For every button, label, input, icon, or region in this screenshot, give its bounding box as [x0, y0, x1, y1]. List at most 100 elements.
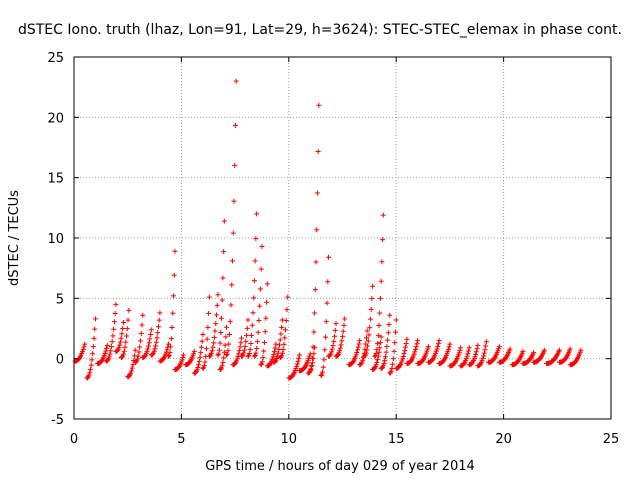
- data-point: [330, 343, 336, 349]
- data-point: [92, 316, 98, 322]
- data-point: [164, 347, 170, 353]
- data-point: [496, 344, 502, 350]
- data-point: [108, 348, 114, 354]
- data-point: [228, 302, 234, 308]
- data-point: [261, 340, 267, 346]
- data-point: [229, 282, 235, 288]
- data-point: [318, 373, 324, 379]
- data-point: [246, 350, 252, 356]
- data-arc: [230, 335, 245, 368]
- data-point: [120, 325, 126, 331]
- data-point: [86, 372, 92, 378]
- data-point: [274, 356, 280, 362]
- data-point: [445, 346, 451, 352]
- data-point: [360, 357, 366, 363]
- data-point: [138, 330, 144, 336]
- data-point: [364, 347, 370, 353]
- data-point: [221, 218, 227, 224]
- data-point: [199, 338, 205, 344]
- data-arc: [436, 341, 453, 366]
- y-tick-label: 25: [47, 51, 64, 66]
- data-point: [236, 348, 242, 354]
- data-point: [325, 279, 331, 285]
- data-point: [154, 335, 160, 341]
- data-point: [145, 346, 151, 352]
- data-point: [179, 357, 185, 363]
- data-point: [379, 259, 385, 265]
- y-tick-label: 20: [47, 111, 64, 126]
- data-point: [314, 190, 320, 196]
- data-point: [282, 327, 288, 333]
- data-point: [258, 362, 264, 368]
- data-point: [375, 341, 381, 347]
- data-point: [342, 316, 348, 322]
- data-point: [415, 338, 421, 344]
- data-point: [217, 340, 223, 346]
- data-arc: [140, 327, 154, 360]
- data-point: [196, 362, 202, 368]
- data-point: [142, 353, 148, 359]
- data-point: [111, 319, 117, 325]
- data-point: [457, 347, 463, 353]
- data-point: [279, 324, 285, 330]
- data-point: [456, 350, 462, 356]
- data-arc: [458, 345, 472, 369]
- data-point: [251, 353, 257, 359]
- data-point: [218, 365, 224, 371]
- data-point: [329, 346, 335, 352]
- data-point: [126, 307, 132, 313]
- data-point: [249, 322, 255, 328]
- data-point: [260, 354, 266, 360]
- grid: [74, 57, 611, 419]
- data-arc: [166, 248, 178, 359]
- y-axis-label: dSTEC / TECUs: [7, 190, 22, 286]
- data-point: [354, 350, 360, 356]
- data-point: [312, 287, 318, 293]
- data-point: [200, 365, 206, 371]
- data-point: [315, 149, 321, 155]
- x-tick-label: 0: [70, 432, 78, 447]
- data-point: [312, 310, 318, 316]
- data-point: [483, 339, 489, 345]
- data-point: [221, 349, 227, 355]
- y-tick-label: 0: [56, 353, 64, 368]
- data-arc: [215, 218, 227, 358]
- data-point: [214, 302, 220, 308]
- data-arc: [425, 338, 442, 365]
- data-point: [294, 361, 300, 367]
- data-point: [259, 361, 265, 367]
- data-point: [445, 349, 451, 355]
- data-point: [153, 343, 159, 349]
- data-point: [216, 351, 222, 357]
- data-point: [391, 348, 397, 354]
- data-arc: [264, 341, 279, 369]
- data-arc: [206, 292, 221, 359]
- data-point: [392, 329, 398, 335]
- data-point: [153, 339, 159, 345]
- data-point: [258, 266, 264, 272]
- y-tick-label: 5: [56, 292, 64, 307]
- data-point: [80, 346, 86, 352]
- data-point: [464, 353, 470, 359]
- data-point: [280, 346, 286, 352]
- data-point: [281, 341, 287, 347]
- data-point: [132, 347, 138, 353]
- data-point: [242, 343, 248, 349]
- data-point: [195, 365, 201, 371]
- data-point: [323, 319, 329, 325]
- data-point: [447, 341, 453, 347]
- data-point: [128, 368, 134, 374]
- data-point: [171, 272, 177, 278]
- data-point: [401, 351, 407, 357]
- data-point: [129, 365, 135, 371]
- data-point: [370, 283, 376, 289]
- data-point: [209, 348, 215, 354]
- data-point: [556, 347, 562, 353]
- data-point: [219, 363, 225, 369]
- data-point: [248, 341, 254, 347]
- data-point: [446, 344, 452, 350]
- data-point: [475, 342, 481, 348]
- data-arc: [217, 324, 230, 373]
- data-point: [110, 333, 116, 339]
